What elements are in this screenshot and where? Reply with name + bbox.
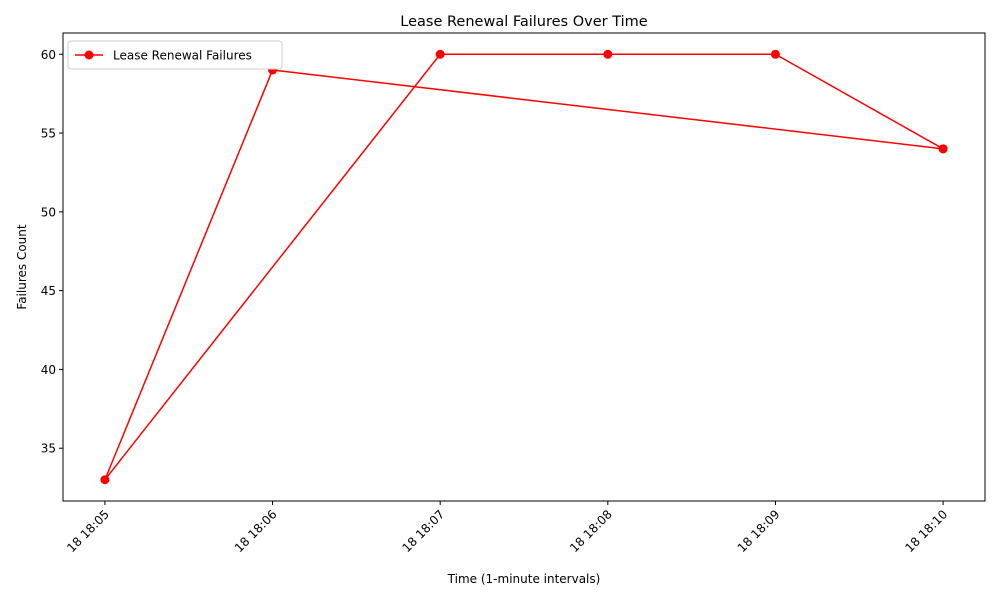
plot-area xyxy=(62,32,986,502)
legend-box xyxy=(67,40,283,70)
y-tick-label: 45 xyxy=(41,284,56,298)
chart-title: Lease Renewal Failures Over Time xyxy=(400,14,647,30)
legend-label: Lease Renewal Failures xyxy=(113,49,252,63)
series-layer xyxy=(100,49,948,485)
data-point xyxy=(938,144,948,154)
y-tick-label: 35 xyxy=(41,442,56,456)
x-axis-label: Time (1-minute intervals) xyxy=(447,572,601,586)
data-point xyxy=(770,49,780,59)
y-axis-label: Failures Count xyxy=(15,224,29,309)
y-axis-ticks: 35 40 45 50 55 60 xyxy=(41,48,63,456)
legend-marker-swatch xyxy=(84,50,94,60)
y-tick-label: 50 xyxy=(41,205,56,219)
data-point xyxy=(100,475,110,485)
data-point xyxy=(435,49,445,59)
data-point xyxy=(603,49,613,59)
y-tick-label: 40 xyxy=(41,363,56,377)
y-tick-label: 55 xyxy=(41,127,56,141)
legend: Lease Renewal Failures xyxy=(67,40,283,70)
y-tick-label: 60 xyxy=(41,48,56,62)
